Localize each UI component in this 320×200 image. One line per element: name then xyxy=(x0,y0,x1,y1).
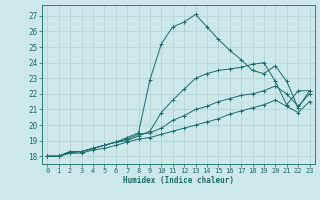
X-axis label: Humidex (Indice chaleur): Humidex (Indice chaleur) xyxy=(123,176,234,185)
